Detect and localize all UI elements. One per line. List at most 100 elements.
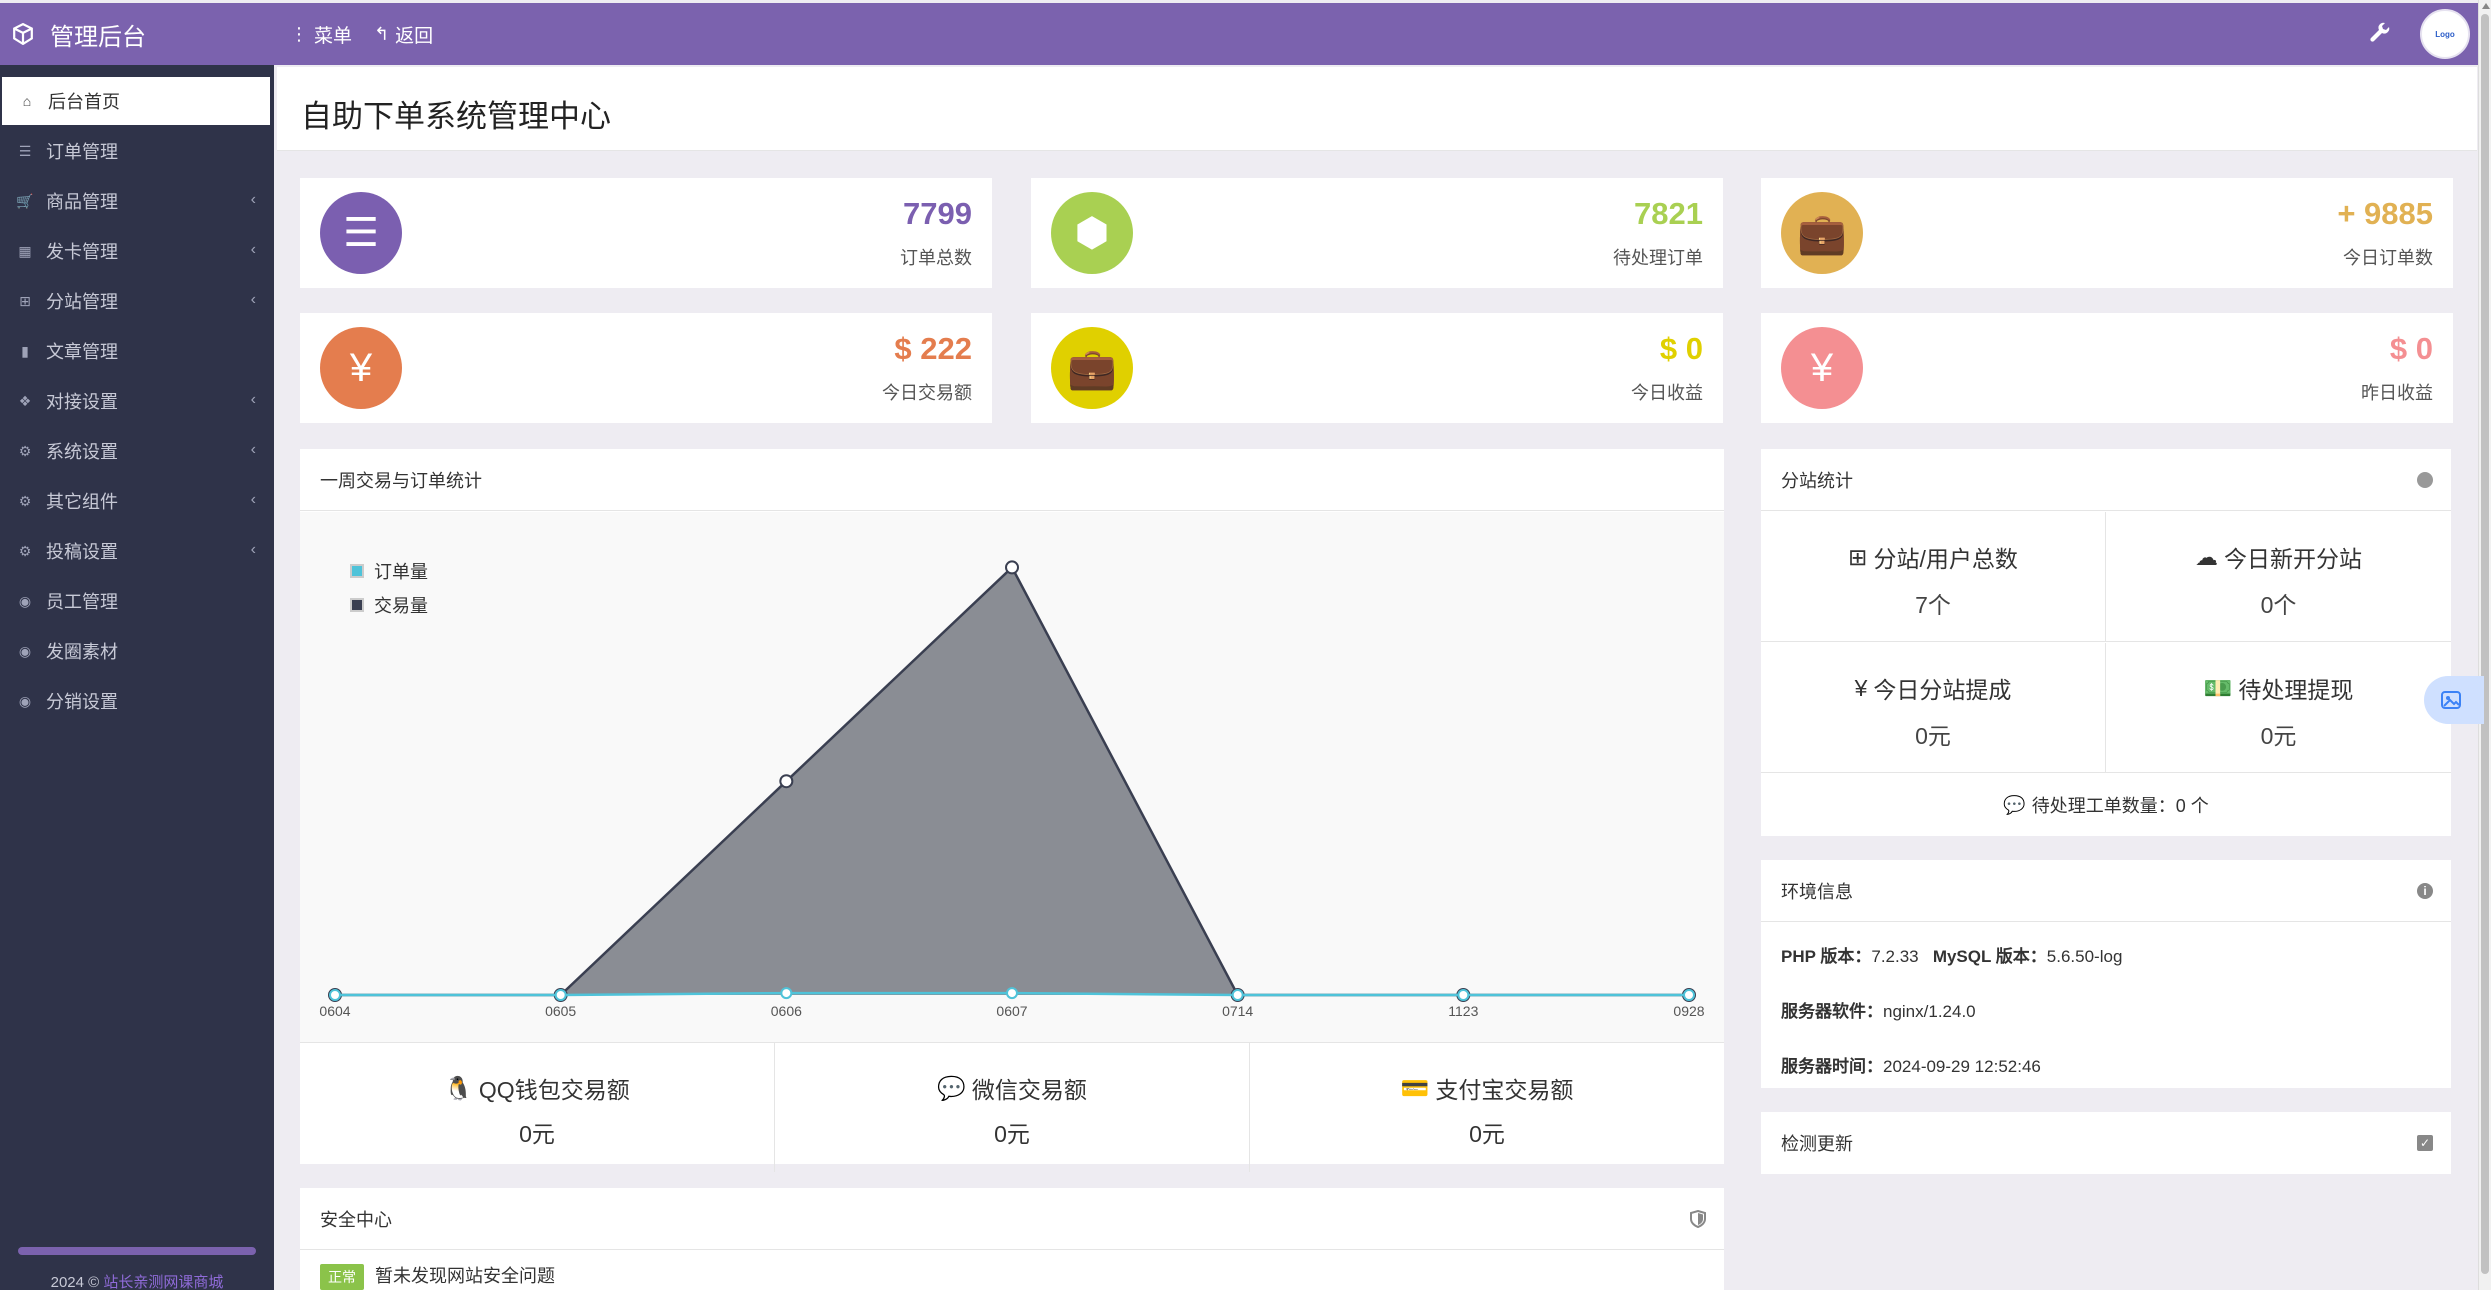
check-square-icon[interactable]: ✓ <box>2417 1135 2433 1151</box>
env-time: 服务器时间：2024-09-29 12:52:46 <box>1781 1052 2041 1077</box>
stat-value: $ 0 <box>1659 331 1703 366</box>
sidebar-item-6[interactable]: ❖ 对接设置 ‹ <box>0 377 274 425</box>
sidebar-item-1[interactable]: ☰ 订单管理 <box>0 127 274 175</box>
cubes-icon: ❖ <box>18 392 32 409</box>
sidebar-item-2[interactable]: 🛒 商品管理 ‹ <box>0 177 274 225</box>
server-label: 服务器软件： <box>1781 1002 1883 1021</box>
sidebar-item-label: 发圈素材 <box>46 642 118 662</box>
sidebar-item-0[interactable]: ⌂ 后台首页 <box>2 77 270 125</box>
payment-value: 0元 <box>1469 1121 1505 1147</box>
series-0-point-3 <box>1006 987 1018 1000</box>
sidebar-item-4[interactable]: ⊞ 分站管理 ‹ <box>0 277 274 325</box>
security-message: 暂未发现网站安全问题 <box>375 1266 556 1286</box>
sidebar-item-7[interactable]: ⚙ 系统设置 ‹ <box>0 427 274 475</box>
grid-icon: ▦ <box>18 242 32 259</box>
series-0-point-2 <box>780 987 793 1000</box>
payment-cell: 🐧 QQ钱包交易额 0元 <box>300 1043 775 1172</box>
sidebar-item-9[interactable]: ⚙ 投稿设置 ‹ <box>0 527 274 575</box>
x-tick-label: 0928 <box>1673 1003 1704 1019</box>
menu-button[interactable]: ⋮ 菜单 <box>290 21 352 48</box>
user-circle-icon: ◉ <box>18 642 32 659</box>
legend-item[interactable]: 交易量 <box>350 588 428 622</box>
stat-card: ⬢ 7821 待处理订单 <box>1031 178 1723 288</box>
briefcase-icon: 💼 <box>1781 192 1863 274</box>
floating-image-button[interactable] <box>2424 676 2484 724</box>
environment-header: 环境信息 i <box>1761 860 2451 922</box>
stat-label: 订单总数 <box>900 248 972 268</box>
x-tick-label: 0604 <box>319 1003 350 1019</box>
pending-tickets[interactable]: 💬 待处理工单数量：0 个 <box>1761 774 2451 836</box>
security-panel: 安全中心 正常 暂未发现网站安全问题 <box>300 1188 1724 1290</box>
sitemap-icon: ⊞ <box>19 292 31 309</box>
sidebar-item-label: 系统设置 <box>46 442 118 462</box>
chevron-left-icon: ‹ <box>250 391 256 408</box>
user-circle-icon: ◉ <box>18 692 32 709</box>
security-title: 安全中心 <box>320 1209 392 1230</box>
x-tick-label: 0714 <box>1222 1003 1253 1019</box>
weekly-chart-svg: 0604 0605 0606 0607 0714 1123 0928 <box>319 560 1705 1019</box>
sitemap-icon: ⊞ <box>1848 543 1868 570</box>
update-header: 检测更新 ✓ <box>1761 1112 2451 1174</box>
legend-item[interactable]: 订单量 <box>350 554 428 588</box>
cogs-icon: ⚙ <box>18 492 32 509</box>
cloud-icon: ☁ <box>2195 543 2218 570</box>
stat-value: 7799 <box>903 196 972 231</box>
wrench-icon[interactable] <box>2368 21 2392 45</box>
back-button[interactable]: ↰ 返回 <box>374 21 433 48</box>
circle-icon[interactable] <box>2417 472 2433 488</box>
page-scrollbar[interactable] <box>2478 0 2491 1290</box>
sidebar-item-label: 投稿设置 <box>46 542 118 562</box>
scrollbar-thumb[interactable] <box>2481 14 2489 1274</box>
mysql-value: 5.6.50-log <box>2046 947 2123 966</box>
avatar-logo-text: Logo <box>2435 29 2455 39</box>
mysql-label: MySQL 版本： <box>1932 947 2047 966</box>
security-header: 安全中心 <box>300 1188 1724 1250</box>
stat-card: ☰ 7799 订单总数 <box>300 178 992 288</box>
sidebar-item-3[interactable]: ▦ 发卡管理 ‹ <box>0 227 274 275</box>
chart-legend: 订单量 交易量 <box>350 554 428 622</box>
sidebar-item-label: 分销设置 <box>46 692 118 712</box>
chevron-left-icon: ‹ <box>250 441 256 458</box>
env-versions: PHP 版本：7.2.33 MySQL 版本：5.6.50-log <box>1781 942 2122 967</box>
sidebar-item-8[interactable]: ⚙ 其它组件 ‹ <box>0 477 274 525</box>
scroll-up-arrow-icon[interactable] <box>2482 3 2490 9</box>
stat-label: 昨日收益 <box>2361 383 2433 403</box>
x-tick-label: 0605 <box>545 1003 576 1019</box>
ellipsis-vertical-icon: ⋮ <box>290 23 308 44</box>
stat-value: $ 222 <box>894 331 972 366</box>
sidebar-item-label: 员工管理 <box>46 592 118 612</box>
sidebar-item-12[interactable]: ◉ 分销设置 <box>0 677 274 725</box>
env-server: 服务器软件：nginx/1.24.0 <box>1781 997 1976 1022</box>
footer-link[interactable]: 站长亲测网课商城 <box>103 1274 224 1290</box>
substation-cell: 💵 待处理提现 0元 <box>2106 643 2451 773</box>
x-tick-label: 0606 <box>771 1003 802 1019</box>
status-badge: 正常 <box>320 1264 364 1290</box>
substation-value: 7个 <box>1915 592 1951 618</box>
brand[interactable]: 管理后台 <box>0 3 274 65</box>
yen-icon: ¥ <box>1854 674 1868 701</box>
page-title: 自助下单系统管理中心 <box>301 99 611 134</box>
payment-cell: 💳 支付宝交易额 0元 <box>1250 1043 1724 1172</box>
weekly-stats-title: 一周交易与订单统计 <box>320 470 482 491</box>
stat-label: 今日收益 <box>1631 383 1703 403</box>
book-icon: ▮ <box>21 342 29 359</box>
substation-panel: 分站统计 ⊞ 分站/用户总数 7个 ☁ 今日新开分站 0个 ¥ 今日分站提成 0元 💵 待处理提现 0… <box>1761 449 2451 836</box>
series-0-point-6 <box>1683 989 1695 1001</box>
substation-cell-title: ☁ 今日新开分站 <box>2106 540 2451 574</box>
sidebar-item-11[interactable]: ◉ 发圈素材 <box>0 627 274 675</box>
avatar[interactable]: Logo <box>2420 9 2470 59</box>
sidebar-item-label: 订单管理 <box>46 142 118 162</box>
back-label: 返回 <box>395 25 434 47</box>
sidebar-bottom-bar <box>18 1247 256 1255</box>
substation-cell-title: ¥ 今日分站提成 <box>1761 671 2105 705</box>
cube-icon <box>13 23 33 45</box>
environment-panel: 环境信息 i PHP 版本：7.2.33 MySQL 版本：5.6.50-log… <box>1761 860 2451 1088</box>
sidebar-item-5[interactable]: ▮ 文章管理 <box>0 327 274 375</box>
page-header: 自助下单系统管理中心 <box>277 67 2477 151</box>
stat-card: 💼 + 9885 今日订单数 <box>1761 178 2453 288</box>
cube-icon: ⬢ <box>1051 192 1133 274</box>
weekly-chart: 0604 0605 0606 0607 0714 1123 0928 订单量 交易量 <box>300 512 1724 1042</box>
payment-title: 💳 支付宝交易额 <box>1250 1071 1724 1105</box>
sidebar-item-10[interactable]: ◉ 员工管理 <box>0 577 274 625</box>
x-tick-label: 1123 <box>1448 1003 1478 1019</box>
